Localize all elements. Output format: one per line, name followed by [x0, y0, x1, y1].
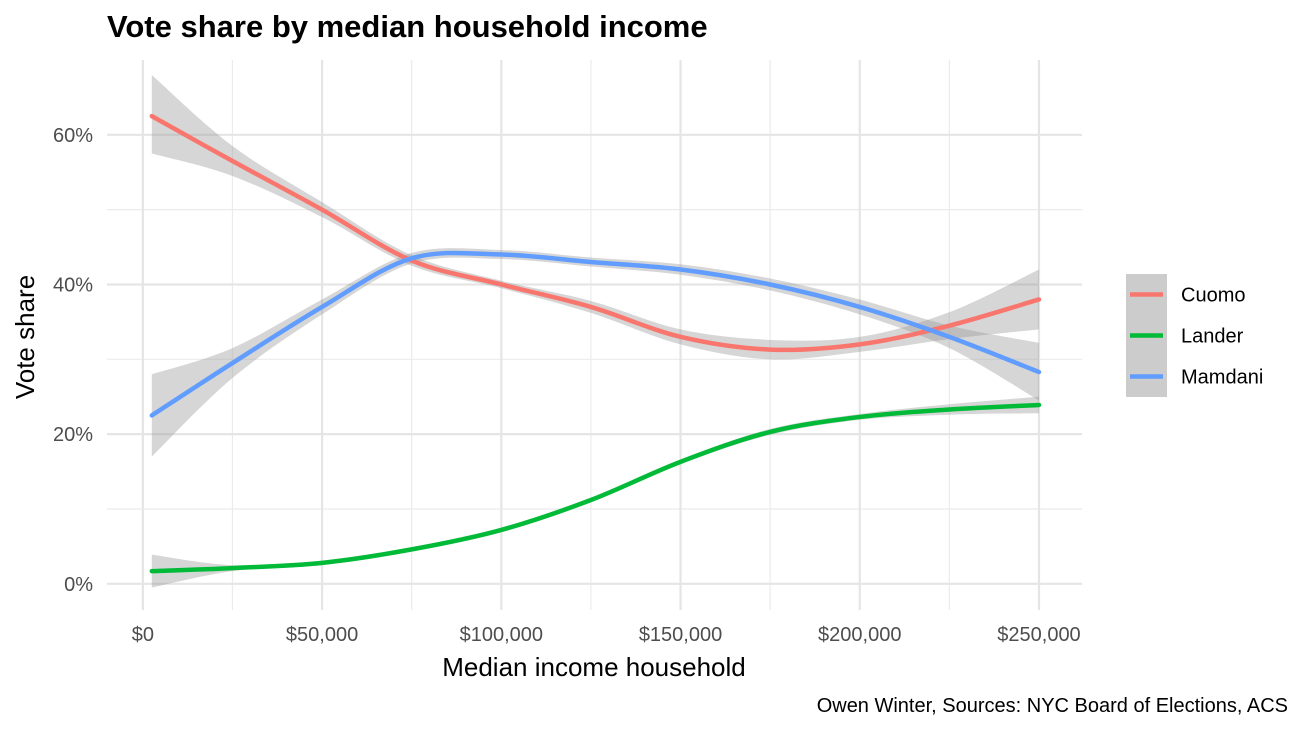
- x-axis-title: Median income household: [442, 652, 746, 682]
- y-axis-ticks: 0% 20% 40% 60%: [53, 125, 93, 596]
- x-tick-label: $100,000: [460, 624, 543, 646]
- caption: Owen Winter, Sources: NYC Board of Elect…: [817, 695, 1288, 717]
- confidence-band-mamdani: [151, 248, 1039, 457]
- x-axis-ticks: $0 $50,000 $100,000 $150,000 $200,000 $250,00…: [132, 624, 1081, 646]
- x-tick-label: $200,000: [818, 624, 901, 646]
- y-tick-label: 40%: [53, 274, 93, 296]
- confidence-band-lander: [151, 396, 1039, 588]
- y-tick-label: 0%: [64, 574, 93, 596]
- chart-title: Vote share by median household income: [107, 9, 708, 44]
- x-tick-label: $150,000: [639, 624, 722, 646]
- legend: Cuomo Lander Mamdani: [1126, 274, 1263, 397]
- x-tick-label: $250,000: [997, 624, 1080, 646]
- y-tick-label: 20%: [53, 424, 93, 446]
- legend-label-cuomo: Cuomo: [1181, 285, 1245, 307]
- x-tick-label: $0: [132, 624, 154, 646]
- legend-label-mamdani: Mamdani: [1181, 367, 1263, 389]
- series-lines: [149, 113, 1042, 574]
- y-axis-title: Vote share: [10, 275, 40, 399]
- grid-major: [107, 60, 1082, 610]
- y-tick-label: 60%: [53, 125, 93, 147]
- series-line-lander: [149, 402, 1042, 574]
- series-line-mamdani: [149, 250, 1042, 418]
- x-tick-label: $50,000: [286, 624, 358, 646]
- confidence-band-cuomo: [151, 74, 1039, 360]
- series-line-cuomo: [149, 113, 1042, 353]
- legend-label-lander: Lander: [1181, 326, 1244, 348]
